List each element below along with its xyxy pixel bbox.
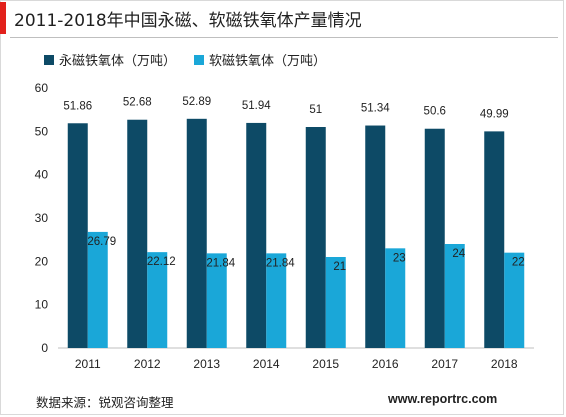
bar-series-1 [67,123,88,348]
x-tick-label: 2012 [134,357,161,371]
y-tick-label: 40 [35,168,49,182]
legend-swatch-series-1 [44,54,54,65]
data-label-series-2: 21.84 [266,257,295,269]
y-tick-label: 50 [35,124,49,138]
bar-series-2 [325,257,346,348]
data-label-series-2: 24 [452,248,465,260]
x-tick-label: 2017 [431,357,458,371]
x-tick-label: 2013 [193,357,220,371]
bar-series-2 [266,253,287,348]
bar-series-1 [186,118,207,348]
data-label-series-2: 22 [512,257,525,269]
data-label-series-1: 51 [309,104,322,116]
legend-item-series-2: 软磁铁氧体（万吨） [194,50,326,69]
bar-series-2 [87,231,108,348]
data-label-series-2: 21.84 [206,257,235,269]
y-tick-label: 10 [35,298,49,312]
bar-series-1 [424,128,445,348]
legend-label-series-2: 软磁铁氧体（万吨） [209,54,327,69]
bar-series-1 [127,119,148,348]
bar-series-2 [147,252,168,348]
data-label-series-2: 26.79 [87,236,116,248]
legend-swatch-series-2 [194,54,205,65]
bar-series-2 [504,252,525,348]
data-label-series-1: 51.86 [63,100,92,112]
x-tick-label: 2011 [75,357,101,371]
bar-series-1 [246,122,267,348]
x-tick-label: 2014 [253,357,280,371]
bar-series-1 [365,125,386,348]
data-label-series-1: 51.94 [242,100,271,112]
legend-item-series-1: 永磁铁氧体（万吨） [44,50,176,69]
chart-title: 2011-2018年中国永磁、软磁铁氧体产量情况 [14,11,362,31]
legend-label-series-1: 永磁铁氧体（万吨） [59,54,177,69]
data-label-series-1: 52.89 [182,96,211,108]
y-tick-label: 20 [35,254,49,268]
data-label-series-2: 23 [393,252,406,264]
bar-series-1 [305,127,326,348]
data-label-series-1: 50.6 [424,106,446,118]
data-label-series-2: 22.12 [147,256,176,268]
title-accent-bar [0,2,6,34]
x-tick-label: 2015 [312,357,339,371]
x-tick-label: 2016 [372,357,399,371]
website-link[interactable]: www.reportrc.com [388,392,498,406]
data-label-series-1: 52.68 [123,97,152,109]
data-label-series-2: 21 [333,261,346,273]
y-tick-label: 60 [35,81,49,95]
title-divider [10,37,558,38]
y-tick-label: 30 [35,211,49,225]
data-label-series-1: 51.34 [361,103,390,115]
y-tick-label: 0 [41,341,48,355]
bar-series-1 [484,131,505,348]
bar-series-2 [385,248,406,348]
legend: 永磁铁氧体（万吨） 软磁铁氧体（万吨） [44,50,326,69]
data-source-note: 数据来源：锐观咨询整理 [36,395,174,410]
bar-series-2 [444,244,465,348]
data-label-series-1: 49.99 [480,108,509,120]
x-tick-label: 2018 [491,357,518,371]
bar-series-2 [206,253,227,348]
